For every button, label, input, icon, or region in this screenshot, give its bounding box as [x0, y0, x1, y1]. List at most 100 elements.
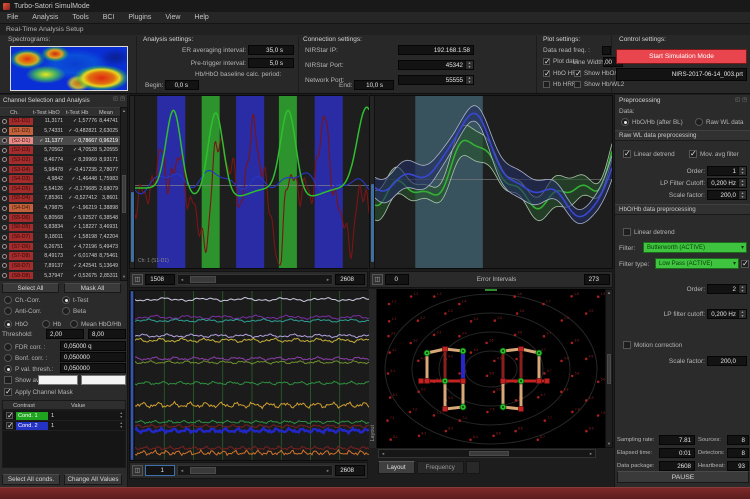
mask-icon[interactable] [2, 244, 7, 250]
radio-icon[interactable] [4, 365, 12, 373]
checkbox-icon[interactable] [623, 228, 631, 236]
table-scrollbar[interactable]: ▲ ▼ [120, 107, 128, 281]
table-row[interactable]: (S2-D3) 5,70562 ✓ 4,70528 5,20555 [0, 145, 120, 156]
checkbox-icon[interactable] [4, 376, 12, 384]
scroll-right-icon[interactable]: ► [589, 451, 593, 456]
radio-icon[interactable] [62, 296, 70, 304]
mov-avg-filter-check[interactable]: Mov. avg filter [689, 149, 739, 158]
menu-item-file[interactable]: File [7, 14, 19, 21]
spinner-icon[interactable]: ▲ ▼ [120, 411, 125, 419]
mask-icon[interactable] [2, 205, 7, 211]
checkbox-icon[interactable] [6, 411, 14, 420]
scrollbar-thumb[interactable] [469, 451, 509, 456]
radio-hbo[interactable]: HbO [4, 320, 28, 328]
menu-item-help[interactable]: Help [194, 14, 209, 21]
plot-check-show-hbo-wl1[interactable]: Show HbO/WL1 [574, 69, 629, 78]
radio-hbohb-afterbl[interactable]: HbO/Hb (after BL) [621, 118, 683, 126]
mask-icon[interactable] [2, 138, 7, 144]
close-panel-icon[interactable]: ◳ [742, 97, 747, 103]
tab-layout[interactable]: Layout [378, 461, 415, 474]
menu-item-view[interactable]: View [165, 14, 181, 21]
table-row[interactable]: (S5-D4) 7,85361 ✓ -0,527412 3,8601 [0, 194, 120, 204]
checkbox-icon[interactable] [574, 81, 581, 88]
undock-icon[interactable]: ◱ [735, 97, 740, 103]
linear-detrend-check[interactable]: Linear detrend [623, 149, 675, 158]
apply-mask-check[interactable]: Apply Channel Mask [4, 387, 73, 396]
pause-button[interactable]: PAUSE [617, 471, 749, 483]
slider-thumb[interactable] [131, 291, 133, 460]
horizontal-scrollbar[interactable]: ◄ ► [177, 274, 333, 285]
radio-hb[interactable]: Hb [42, 320, 61, 328]
mask-icon[interactable] [2, 147, 7, 153]
threshold-min-field[interactable]: 2,00 [46, 329, 84, 339]
table-row[interactable]: (S6-D5) 5,83834 ✓ 1,18227 3,46931 [0, 223, 120, 233]
field[interactable]: 2 ▲ ▼ [707, 284, 747, 294]
scroll-down-icon[interactable]: ▼ [122, 274, 126, 279]
undock-icon[interactable]: ◱ [113, 96, 118, 102]
scrollbar-thumb[interactable] [122, 175, 126, 213]
table-row[interactable]: (S4-D5) 5,54126 ✓ -0,179685 2,68079 [0, 184, 120, 195]
menu-item-plugins[interactable]: Plugins [128, 14, 152, 21]
menu-item-analysis[interactable]: Analysis [32, 14, 59, 21]
spinner-icon[interactable]: ▲ ▼ [738, 167, 746, 175]
er-interval-field[interactable]: 35,0 s [248, 45, 294, 55]
contrast-row[interactable]: Cond. 21 ▲▼ [3, 421, 125, 431]
radio-mean[interactable]: Mean HbO/Hb [70, 320, 121, 328]
radio-ttest[interactable]: t-Test [62, 296, 88, 304]
chart-options-icon[interactable]: ◫ [132, 274, 143, 285]
spinner-icon[interactable]: ▲ ▼ [738, 310, 746, 318]
plot-check-hb-hrf[interactable]: Hb HRF [543, 81, 576, 88]
table-row[interactable]: (S5-D6) 6,80568 ✓ 5,92527 6,38548 [0, 213, 120, 224]
pval-field[interactable]: 0,050000 [60, 363, 126, 373]
scroll-up-icon[interactable]: ▲ [122, 108, 126, 113]
slider-thumb[interactable] [371, 184, 374, 262]
tab-stub[interactable] [465, 461, 480, 474]
mask-icon[interactable] [2, 186, 7, 192]
show-avg-check[interactable]: Show avg. [4, 376, 44, 384]
chart-options-icon[interactable]: ◫ [132, 465, 143, 476]
mask-icon[interactable] [2, 195, 7, 201]
mask-icon[interactable] [2, 253, 7, 259]
radio-ch-corr[interactable]: Ch.-Corr. [4, 296, 41, 304]
spinner-icon[interactable]: ▲ ▼ [465, 76, 473, 84]
montage-vscrollbar[interactable]: ▲ ▼ [605, 289, 613, 448]
vertical-zoom-slider[interactable] [370, 96, 375, 268]
table-row[interactable]: (S7-D8) 8,49173 ✓ 6,01748 8,75461 [0, 251, 120, 262]
radio-fdr[interactable]: FDR corr. : [4, 343, 45, 351]
mask-icon[interactable] [2, 215, 7, 221]
select-all-button[interactable]: Select All [2, 283, 59, 293]
connection-field[interactable]: 55555 ▲ ▼ [398, 75, 474, 85]
vertical-zoom-slider[interactable] [130, 96, 135, 268]
mask-icon[interactable] [2, 273, 7, 279]
radio-raw-wl[interactable]: Raw WL data [695, 118, 744, 126]
table-row[interactable]: (S2-D1) ✓ 11,1377 ✓ 0,78667 0,96219 [0, 136, 120, 146]
table-row[interactable]: (S1-D1) 11,3171 ✓ 1,57776 8,44741 [0, 117, 120, 127]
table-row[interactable]: (S3-D2) 8,46774 ✓ 8,39969 8,93171 [0, 155, 120, 166]
select-all-conds-button[interactable]: Select All conds. [2, 474, 60, 485]
start-simulation-button[interactable]: Start Simulation Mode [616, 49, 747, 64]
error-end-field[interactable]: 273 [584, 274, 610, 285]
scrollbar-thumb[interactable] [190, 276, 216, 283]
scroll-left-icon[interactable]: ◄ [180, 468, 184, 473]
checkbox-icon[interactable] [4, 387, 12, 396]
motion-correction-check[interactable]: Motion correction [623, 341, 682, 349]
radio-icon[interactable] [695, 118, 703, 126]
mask-icon[interactable] [2, 128, 7, 134]
field[interactable]: 1 ▲ ▼ [707, 166, 747, 176]
checkbox-icon[interactable] [574, 69, 582, 78]
mask-all-button[interactable]: Mask All [64, 283, 121, 293]
avg-input-1[interactable] [38, 374, 78, 385]
radio-icon[interactable] [4, 320, 12, 328]
table-row[interactable]: (S1-D2) 5,74331 ✓ -0,482821 2,63025 [0, 126, 120, 137]
spinner-icon[interactable]: ▲ ▼ [120, 421, 125, 429]
checkbox-icon[interactable] [623, 341, 631, 349]
checkbox-icon[interactable] [543, 81, 550, 88]
checkbox-icon[interactable] [6, 421, 14, 430]
radio-icon[interactable] [4, 296, 12, 304]
contrast-row[interactable]: Cond. 11 ▲▼ [3, 411, 125, 421]
field[interactable]: 0,200 Hz ▲ ▼ [707, 309, 747, 319]
scroll-up-icon[interactable]: ▲ [607, 290, 611, 295]
mask-icon[interactable] [2, 118, 7, 124]
scrollbar-thumb[interactable] [607, 353, 611, 384]
menu-item-tools[interactable]: Tools [72, 14, 89, 21]
